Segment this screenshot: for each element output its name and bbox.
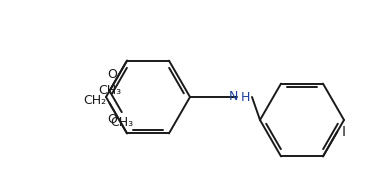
Text: N: N: [229, 90, 238, 102]
Text: O: O: [107, 68, 117, 81]
Text: CH₂: CH₂: [83, 94, 107, 107]
Text: I: I: [342, 125, 346, 139]
Text: H: H: [240, 91, 250, 103]
Text: CH₃: CH₃: [110, 116, 133, 129]
Text: O: O: [107, 113, 117, 126]
Text: CH₃: CH₃: [98, 84, 121, 97]
